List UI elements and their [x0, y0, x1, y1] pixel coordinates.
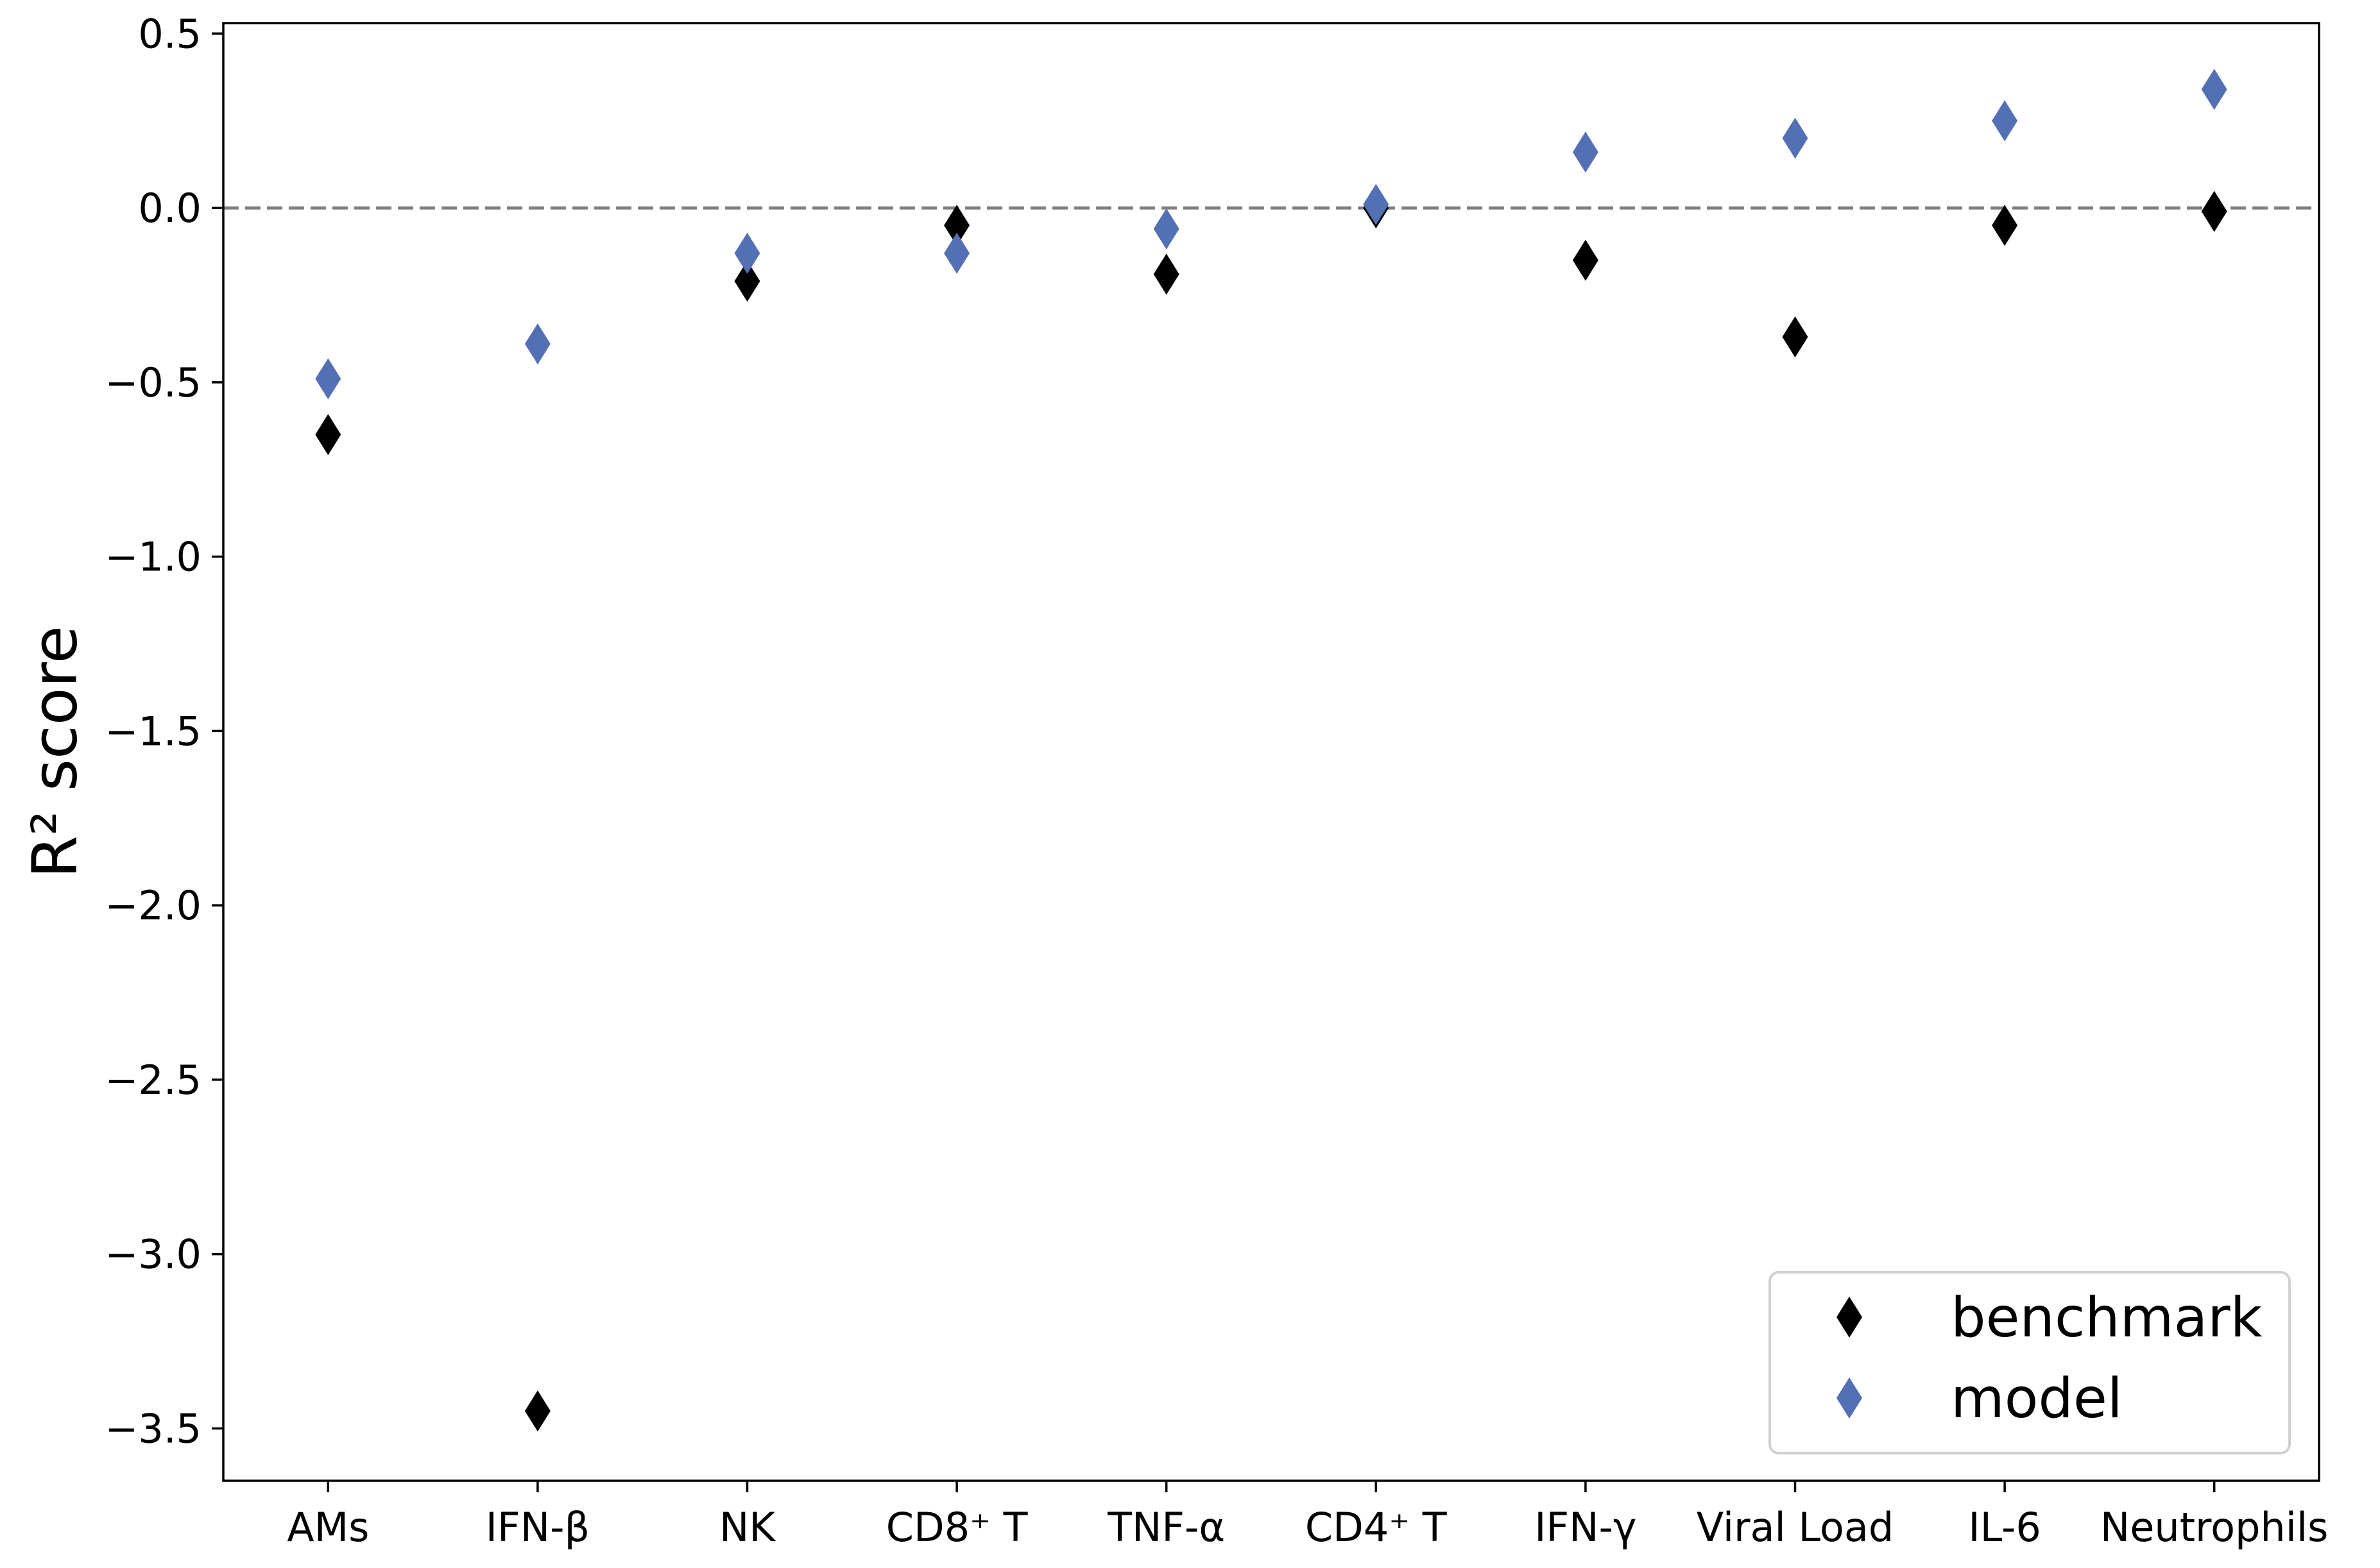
benchmark-point: [734, 260, 760, 302]
benchmark-point: [524, 1390, 551, 1432]
benchmark-point: [944, 205, 970, 246]
y-tick-label: 0.5: [138, 10, 201, 57]
model-point: [1572, 132, 1598, 173]
model-point: [1992, 100, 2018, 142]
x-tick-label: Neutrophils: [2100, 1504, 2329, 1551]
legend[interactable]: benchmark model: [1768, 1271, 2291, 1454]
legend-marker-model: [1836, 1377, 1862, 1419]
y-axis: 0.5 0.0 −0.5 −1.0 −1.5 −2.0 −2.5 −3.0 −3.5: [105, 10, 223, 1452]
y-axis-label: R² score: [19, 626, 90, 878]
model-point: [1153, 208, 1179, 250]
y-tick-label: −1.0: [105, 534, 201, 581]
model-point: [1363, 183, 1389, 225]
data-markers: [315, 69, 2227, 1432]
legend-box: [1768, 1271, 2291, 1454]
benchmark-point: [1153, 253, 1179, 295]
y-tick-label: −2.0: [105, 882, 201, 929]
x-axis: AMs IFN-β NK CD8⁺ T TNF-α CD4⁺ T IFN-γ Viral Lo…: [287, 1481, 2328, 1551]
x-tick-label: IL-6: [1968, 1504, 2041, 1551]
plot-frame: [222, 22, 2320, 1482]
x-tick-label: NK: [719, 1504, 776, 1551]
legend-marker-benchmark: [1836, 1297, 1862, 1338]
legend-label-model: model: [1951, 1367, 2123, 1431]
y-tick-label: −2.5: [105, 1057, 201, 1104]
model-point: [734, 232, 760, 274]
benchmark-point: [1572, 239, 1598, 281]
y-tick-label: −3.0: [105, 1231, 201, 1278]
x-tick-label: TNF-α: [1107, 1504, 1225, 1551]
x-tick-label: IFN-γ: [1534, 1504, 1636, 1551]
y-tick-label: 0.0: [138, 185, 201, 232]
benchmark-point: [2201, 191, 2227, 232]
y-tick-label: −1.5: [105, 708, 201, 754]
x-tick-label: IFN-β: [486, 1504, 590, 1551]
x-tick-label: Viral Load: [1697, 1504, 1894, 1551]
model-point: [524, 323, 551, 365]
model-point: [2201, 69, 2227, 110]
benchmark-point: [315, 414, 341, 456]
x-tick-label: CD8⁺ T: [886, 1504, 1029, 1551]
model-point: [1782, 117, 1808, 159]
model-point: [944, 232, 970, 274]
legend-label-benchmark: benchmark: [1951, 1286, 2263, 1350]
x-tick-label: AMs: [287, 1504, 369, 1551]
benchmark-point: [1992, 205, 2018, 246]
model-point: [315, 358, 341, 400]
y-tick-label: −3.5: [105, 1405, 201, 1452]
benchmark-point: [1782, 316, 1808, 358]
x-tick-label: CD4⁺ T: [1305, 1504, 1448, 1551]
y-tick-label: −0.5: [105, 359, 201, 406]
